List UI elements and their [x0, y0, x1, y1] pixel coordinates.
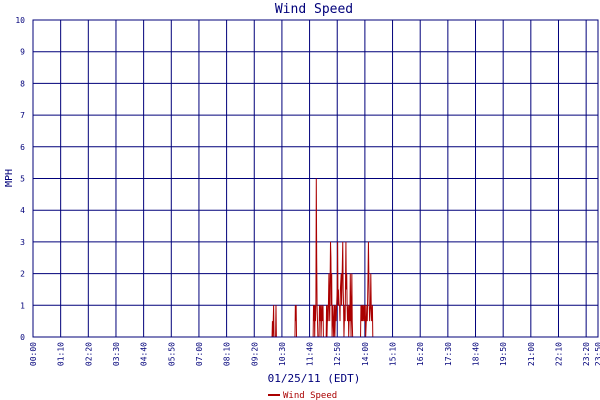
- x-tick-label: 11:40: [306, 342, 315, 366]
- y-tick-label: 5: [20, 175, 25, 184]
- y-tick-label: 6: [20, 143, 25, 152]
- x-tick-label: 07:00: [195, 342, 204, 366]
- y-tick-label: 9: [20, 48, 25, 57]
- y-tick-label: 7: [20, 111, 25, 120]
- y-tick-label: 4: [20, 206, 25, 215]
- x-axis-ticks: 00:00 01:10 02:20 03:30 04:40 05:50 07:00 08:10…: [29, 342, 600, 366]
- x-tick-label: 05:50: [167, 342, 176, 366]
- y-tick-label: 1: [20, 301, 25, 310]
- x-tick-label: 02:20: [84, 342, 93, 366]
- y-axis-ticks: 0 1 2 3 4 5 6 7 8 9 10: [15, 16, 25, 342]
- x-tick-label: 09:20: [250, 342, 259, 366]
- plot-frame: [32, 19, 599, 338]
- x-tick-label: 23:50: [594, 342, 600, 366]
- x-tick-label: 19:50: [499, 342, 508, 366]
- x-tick-label: 08:10: [223, 342, 232, 366]
- y-tick-label: 10: [15, 16, 25, 25]
- legend: Wind Speed: [268, 391, 337, 400]
- x-tick-label: 16:20: [416, 342, 425, 366]
- x-tick-label: 14:00: [361, 342, 370, 366]
- x-tick-label: 21:00: [527, 342, 536, 366]
- x-axis-label: 01/25/11 (EDT): [268, 372, 361, 385]
- x-tick-label: 23:20: [582, 342, 591, 366]
- y-tick-label: 0: [20, 333, 25, 342]
- legend-label: Wind Speed: [283, 391, 337, 400]
- y-axis-label: MPH: [4, 169, 15, 187]
- x-tick-label: 15:10: [389, 342, 398, 366]
- x-tick-label: 00:00: [29, 342, 38, 366]
- x-tick-label: 22:10: [554, 342, 563, 366]
- x-tick-label: 01:10: [57, 342, 66, 366]
- y-tick-label: 8: [20, 79, 25, 88]
- x-tick-label: 12:50: [333, 342, 342, 366]
- x-tick-label: 18:40: [472, 342, 481, 366]
- series-line-wind-speed: [33, 178, 598, 338]
- x-tick-label: 04:40: [140, 342, 149, 366]
- x-tick-label: 10:30: [278, 342, 287, 366]
- chart-title: Wind Speed: [275, 2, 353, 17]
- series-layer: [33, 178, 598, 338]
- x-tick-label: 17:30: [444, 342, 453, 366]
- y-tick-label: 3: [20, 238, 25, 247]
- y-tick-label: 2: [20, 270, 25, 279]
- x-tick-label: 03:30: [112, 342, 121, 366]
